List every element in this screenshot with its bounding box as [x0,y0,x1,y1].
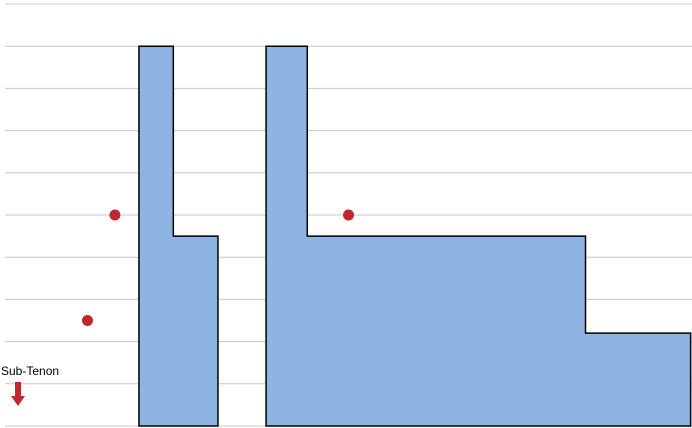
shapes-layer [138,45,692,427]
annotation-sub-tenon: Sub-Tenon [1,364,59,378]
points-layer [81,209,354,326]
annotations-layer: Sub-Tenon [1,364,59,406]
data-point-1 [109,209,121,221]
area-shape-2 [265,45,692,427]
data-point-3 [343,209,354,221]
area-shape-1 [138,45,219,427]
down-arrow-icon [11,382,25,406]
data-point-2 [81,315,93,326]
